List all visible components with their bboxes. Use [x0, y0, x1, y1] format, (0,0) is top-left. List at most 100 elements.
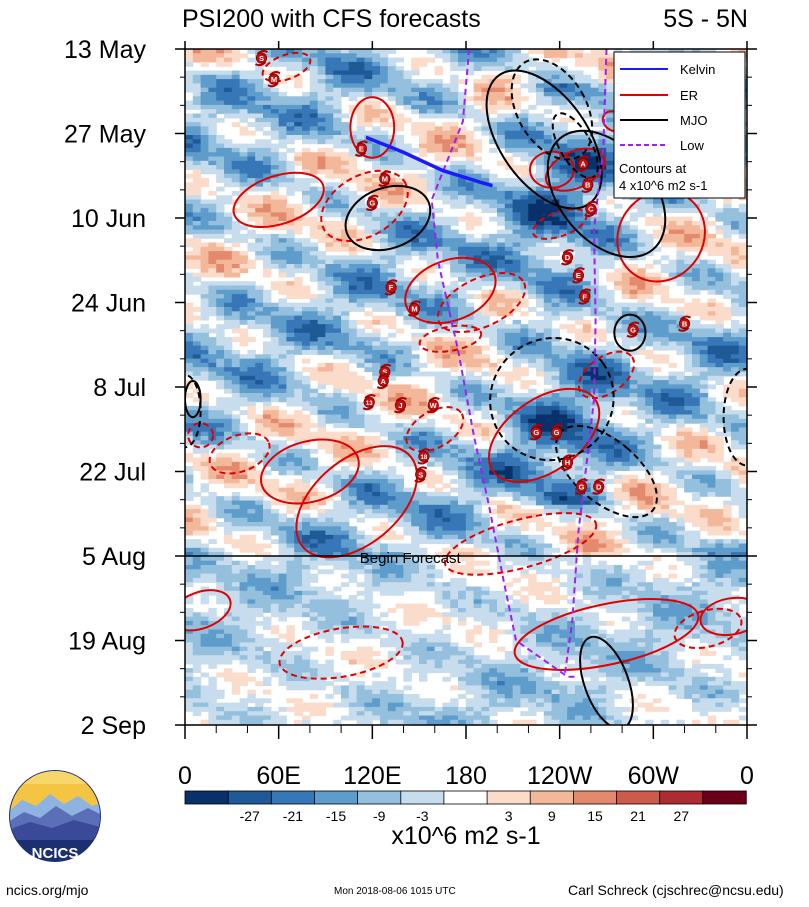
shading-cell: [419, 61, 428, 67]
shading-cell: [325, 298, 334, 304]
shading-cell: [247, 87, 256, 93]
shading-cell: [442, 289, 451, 295]
shading-cell: [481, 233, 490, 239]
shading-cell: [200, 371, 209, 377]
shading-cell: [497, 255, 506, 261]
shading-cell: [458, 113, 467, 119]
shading-cell: [731, 341, 740, 347]
shading-cell: [637, 388, 646, 394]
shading-cell: [294, 328, 303, 334]
shading-cell: [707, 251, 716, 256]
shading-cell: [590, 135, 599, 140]
shading-cell: [536, 160, 545, 166]
shading-cell: [590, 113, 599, 119]
shading-cell: [723, 229, 732, 235]
shading-cell: [278, 104, 287, 110]
shading-cell: [442, 345, 451, 351]
shading-cell: [341, 332, 350, 338]
shading-cell: [309, 225, 319, 231]
shading-cell: [606, 319, 615, 325]
shading-cell: [699, 393, 709, 398]
shading-cell: [559, 285, 568, 291]
shading-cell: [356, 109, 365, 115]
shading-cell: [216, 268, 225, 274]
shading-cell: [333, 225, 342, 231]
shading-cell: [426, 358, 436, 364]
shading-cell: [247, 229, 256, 235]
shading-cell: [286, 49, 295, 54]
shading-cell: [224, 139, 233, 145]
shading-cell: [239, 307, 248, 312]
shading-cell: [239, 375, 248, 381]
shading-cell: [598, 307, 607, 312]
shading-cell: [395, 178, 404, 183]
shading-cell: [208, 122, 217, 127]
shading-cell: [442, 315, 451, 321]
shading-cell: [333, 332, 342, 338]
shading-cell: [567, 143, 576, 149]
shading-cell: [497, 276, 506, 282]
shading-cell: [543, 61, 553, 67]
shading-cell: [434, 242, 443, 248]
shading-cell: [559, 126, 568, 132]
shading-cell: [185, 285, 194, 291]
shading-cell: [309, 328, 319, 334]
shading-cell: [200, 139, 209, 145]
shading-cell: [286, 259, 295, 265]
shading-cell: [707, 315, 716, 321]
shading-cell: [216, 350, 225, 355]
shading-cell: [411, 57, 420, 63]
shading-cell: [637, 371, 646, 377]
shading-cell: [621, 229, 631, 235]
shading-cell: [395, 195, 404, 201]
shading-cell: [200, 259, 209, 265]
shading-cell: [341, 272, 350, 278]
shading-cell: [239, 255, 248, 261]
shading-cell: [465, 225, 475, 231]
shading-cell: [216, 92, 225, 97]
shading-cell: [715, 242, 724, 248]
shading-cell: [489, 242, 498, 248]
shading-cell: [302, 332, 311, 338]
shading-cell: [317, 126, 326, 132]
shading-cell: [442, 57, 451, 63]
shading-cell: [653, 319, 662, 325]
shading-cell: [356, 350, 365, 355]
shading-cell: [582, 199, 592, 205]
shading-cell: [309, 371, 319, 377]
shading-cell: [731, 302, 740, 308]
shading-cell: [450, 57, 459, 63]
shading-cell: [536, 216, 545, 222]
shading-cell: [208, 294, 217, 299]
shading-cell: [637, 255, 646, 261]
shading-cell: [543, 285, 553, 291]
shading-cell: [395, 216, 404, 222]
shading-cell: [458, 264, 467, 269]
shading-cell: [528, 238, 537, 244]
shading-cell: [348, 156, 358, 162]
shading-cell: [387, 397, 397, 403]
shading-cell: [208, 345, 217, 351]
shading-cell: [575, 216, 584, 222]
shading-cell: [426, 285, 436, 291]
shading-cell: [403, 246, 412, 252]
shading-cell: [419, 388, 428, 394]
shading-cell: [707, 259, 716, 265]
shading-cell: [450, 104, 459, 110]
shading-cell: [419, 147, 428, 153]
shading-cell: [707, 341, 716, 347]
shading-cell: [512, 294, 521, 299]
shading-cell: [465, 195, 475, 201]
shading-cell: [278, 173, 287, 179]
shading-cell: [341, 57, 350, 63]
shading-cell: [302, 380, 311, 385]
shading-cell: [411, 393, 420, 398]
shading-cell: [582, 233, 592, 239]
shading-cell: [278, 139, 287, 145]
shading-cell: [450, 169, 459, 175]
shading-cell: [317, 384, 326, 390]
shading-cell: [364, 109, 373, 115]
shading-cell: [278, 362, 287, 368]
shading-cell: [380, 109, 389, 115]
shading-cell: [512, 281, 521, 287]
